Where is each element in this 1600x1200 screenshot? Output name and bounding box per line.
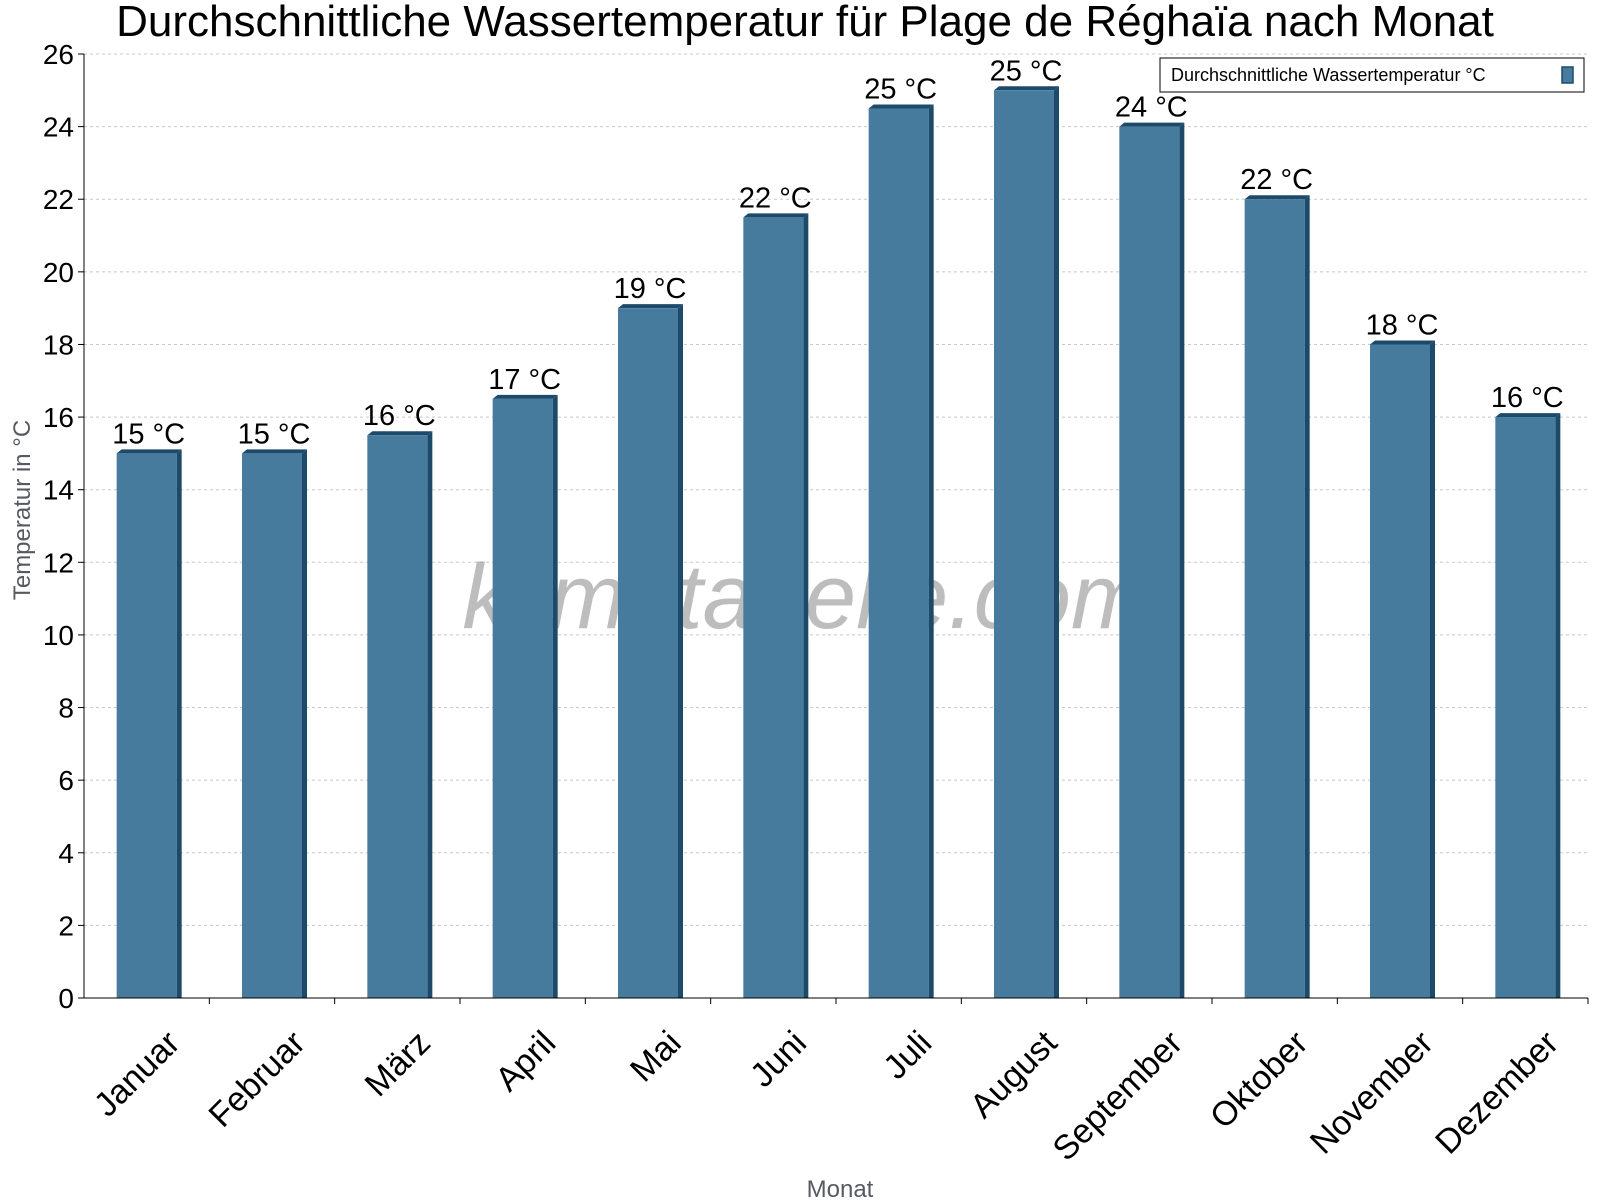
y-tick-label: 0 bbox=[58, 983, 74, 1014]
bar-side bbox=[1304, 195, 1310, 998]
data-label: 16 °C bbox=[363, 400, 436, 432]
y-tick-label: 20 bbox=[43, 257, 74, 288]
data-label: 15 °C bbox=[112, 418, 185, 450]
y-tick-label: 18 bbox=[43, 329, 74, 360]
data-label: 19 °C bbox=[614, 273, 687, 305]
bar bbox=[367, 435, 428, 998]
bar-side bbox=[678, 304, 683, 999]
bar-side bbox=[1054, 86, 1059, 999]
bar bbox=[1119, 126, 1180, 999]
data-label: 22 °C bbox=[1240, 164, 1313, 196]
x-tick-label: Mai bbox=[623, 1024, 689, 1090]
bar bbox=[1495, 417, 1556, 999]
y-tick-label: 10 bbox=[43, 620, 74, 651]
bar bbox=[1370, 344, 1430, 998]
x-tick-label: Februar bbox=[202, 1024, 313, 1135]
y-tick-label: 16 bbox=[43, 402, 74, 433]
bar-top bbox=[1119, 122, 1185, 127]
bar-top bbox=[116, 449, 182, 454]
x-tick-label: Oktober bbox=[1203, 1024, 1315, 1136]
bar bbox=[492, 398, 553, 998]
x-tick-label: Januar bbox=[87, 1024, 187, 1124]
data-label: 25 °C bbox=[990, 55, 1063, 87]
x-tick-label: April bbox=[488, 1024, 563, 1099]
data-label: 16 °C bbox=[1491, 382, 1564, 414]
legend: Durchschnittliche Wassertemperatur °C bbox=[1159, 57, 1585, 93]
bar-side bbox=[1179, 122, 1185, 999]
bar-side bbox=[427, 431, 433, 998]
bar-top bbox=[1244, 195, 1310, 200]
y-tick-label: 4 bbox=[58, 838, 74, 869]
x-tick-label: November bbox=[1303, 1024, 1441, 1162]
x-tick-label: September bbox=[1045, 1024, 1189, 1168]
y-tick-label: 24 bbox=[43, 112, 74, 143]
x-tick-label: August bbox=[963, 1023, 1065, 1125]
x-axis-label: Monat bbox=[807, 1176, 874, 1200]
bars bbox=[116, 86, 1561, 999]
bar-top bbox=[242, 449, 307, 454]
x-tick-label: März bbox=[358, 1024, 438, 1104]
bar-top bbox=[492, 394, 558, 399]
bar-top bbox=[618, 304, 683, 309]
bar-side bbox=[1555, 413, 1561, 999]
bar-side bbox=[803, 213, 809, 998]
legend-series-label: Durchschnittliche Wassertemperatur °C bbox=[1171, 65, 1486, 85]
y-tick-label: 8 bbox=[58, 693, 74, 724]
bar-side bbox=[1430, 340, 1435, 998]
bar bbox=[1244, 199, 1305, 998]
data-label: 22 °C bbox=[739, 182, 812, 214]
bar bbox=[242, 453, 302, 998]
bar-top bbox=[994, 86, 1059, 91]
data-label: 24 °C bbox=[1115, 92, 1188, 124]
bar-top bbox=[743, 213, 809, 218]
chart-title: Durchschnittliche Wassertemperatur für P… bbox=[116, 0, 1494, 46]
data-label: 18 °C bbox=[1366, 309, 1439, 341]
y-tick-label: 6 bbox=[58, 765, 74, 796]
bar bbox=[868, 108, 929, 998]
y-axis-label: Temperatur in °C bbox=[9, 420, 36, 600]
bar-side bbox=[176, 449, 182, 998]
data-label: 15 °C bbox=[238, 418, 311, 450]
bar-side bbox=[552, 394, 558, 998]
y-tick-label: 12 bbox=[43, 547, 74, 578]
bar-top bbox=[1370, 340, 1435, 345]
x-tick-label: Dezember bbox=[1428, 1024, 1566, 1162]
bar-top bbox=[367, 431, 433, 436]
y-tick-label: 26 bbox=[43, 39, 74, 70]
bar bbox=[994, 90, 1054, 999]
y-tick-label: 2 bbox=[58, 910, 74, 941]
bar-side bbox=[302, 449, 307, 998]
bar bbox=[116, 453, 177, 998]
bar-side bbox=[928, 104, 934, 998]
bar bbox=[743, 217, 804, 998]
bar-top bbox=[868, 104, 934, 109]
data-label: 25 °C bbox=[864, 73, 937, 105]
y-tick-label: 14 bbox=[43, 475, 74, 506]
bar bbox=[618, 308, 678, 999]
data-label: 17 °C bbox=[488, 364, 561, 396]
legend-swatch bbox=[1561, 66, 1574, 84]
data-labels: 15 °C 15 °C 16 °C 17 °C 19 °C 22 °C 25 °C 25 °C… bbox=[112, 55, 1564, 450]
legend-box bbox=[1159, 57, 1585, 93]
bar-top bbox=[1495, 413, 1561, 418]
x-tick-label: Juli bbox=[876, 1024, 939, 1087]
x-tick-label: Juni bbox=[743, 1024, 814, 1095]
y-tick-label: 22 bbox=[43, 184, 74, 215]
grid-lines bbox=[84, 53, 1588, 926]
